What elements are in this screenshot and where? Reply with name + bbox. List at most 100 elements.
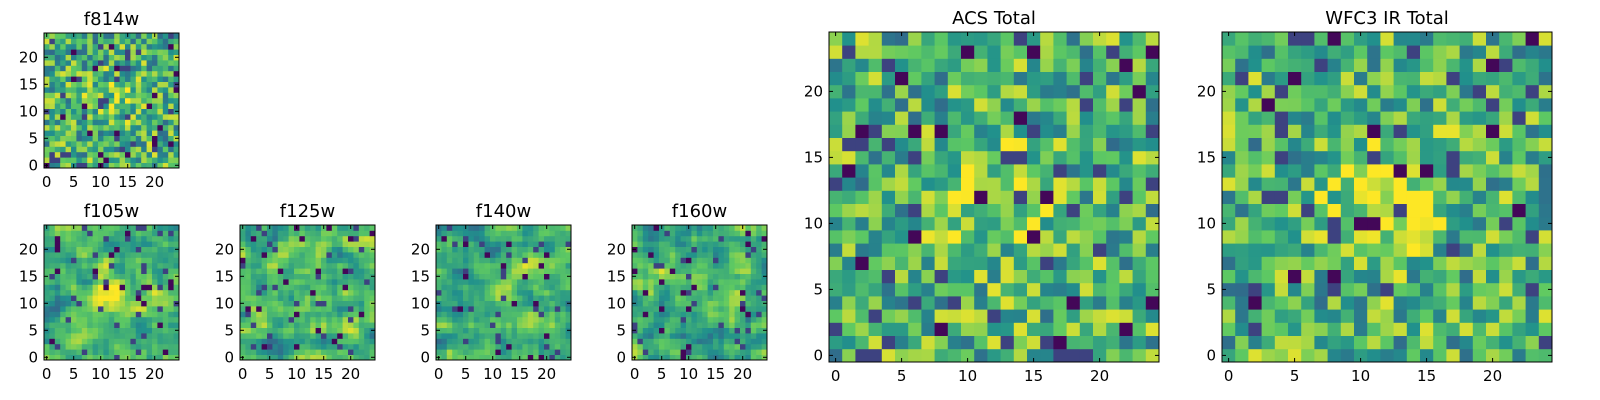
heatmap-cell: [81, 103, 88, 109]
heatmap-cell: [261, 333, 268, 339]
heatmap-cell: [256, 333, 262, 339]
heatmap-cell: [1340, 230, 1355, 244]
heatmap-cell: [441, 338, 448, 345]
heatmap-cell: [829, 71, 843, 86]
heatmap-cell: [500, 338, 507, 345]
heatmap-cell: [500, 268, 507, 274]
heatmap-cell: [1119, 137, 1133, 152]
heatmap-cell: [71, 81, 77, 88]
heatmap-cell: [331, 349, 338, 355]
heatmap-cell: [250, 262, 257, 269]
heatmap-cell: [1288, 177, 1302, 191]
heatmap-cell: [103, 257, 110, 264]
heatmap-cell: [114, 103, 120, 109]
heatmap-cell: [87, 151, 93, 158]
heatmap-cell: [740, 333, 746, 339]
heatmap-cell: [560, 225, 566, 231]
heatmap-cell: [1222, 71, 1236, 86]
heatmap-cell: [342, 262, 349, 269]
heatmap-cell: [364, 306, 370, 312]
heatmap-cell: [119, 141, 126, 147]
heatmap-cell: [468, 354, 475, 361]
heatmap-cell: [1145, 111, 1160, 125]
heatmap-cell: [664, 354, 671, 361]
heatmap-cell: [517, 241, 523, 247]
heatmap-cell: [921, 32, 935, 46]
heatmap-cell: [60, 108, 66, 115]
heatmap-cell: [463, 311, 469, 318]
heatmap-cell: [544, 279, 550, 285]
heatmap-cell: [554, 327, 561, 334]
y-tick-label: 5: [28, 322, 38, 340]
heatmap-cell: [157, 92, 164, 99]
heatmap-cell: [54, 279, 61, 285]
heatmap-cell: [868, 322, 883, 336]
heatmap-cell: [81, 146, 88, 153]
heatmap-cell: [135, 241, 142, 247]
heatmap-cell: [315, 289, 322, 296]
heatmap-cell: [506, 338, 512, 345]
heatmap-cell: [974, 309, 988, 323]
heatmap-cell: [54, 333, 61, 339]
heatmap-cell: [1301, 296, 1315, 310]
heatmap-cell: [691, 316, 698, 323]
heatmap-cell: [1472, 32, 1487, 46]
heatmap-cell: [642, 262, 649, 269]
heatmap-cell: [256, 322, 262, 328]
heatmap-cell: [60, 103, 66, 109]
heatmap-cell: [81, 43, 88, 50]
heatmap-cell: [1274, 177, 1289, 191]
heatmap-cell: [664, 295, 671, 301]
heatmap-cell: [87, 343, 93, 350]
heatmap-cell: [157, 70, 164, 77]
heatmap-cell: [1354, 32, 1368, 46]
heatmap-cell: [130, 252, 137, 258]
heatmap-cell: [60, 43, 66, 50]
heatmap-cell: [1380, 335, 1394, 350]
heatmap-cell: [921, 190, 935, 204]
heatmap-cell: [468, 225, 475, 231]
heatmap-cell: [707, 306, 714, 312]
heatmap-cell: [87, 257, 93, 264]
heatmap-cell: [702, 230, 708, 237]
heatmap-cell: [157, 235, 164, 242]
heatmap-cell: [87, 295, 93, 301]
heatmap-cell: [1274, 322, 1289, 336]
heatmap-cell: [1472, 309, 1487, 323]
heatmap-cell: [1132, 230, 1147, 244]
heatmap-cell: [1393, 309, 1408, 323]
heatmap-cell: [669, 284, 676, 291]
heatmap-cell: [713, 289, 719, 296]
heatmap-cell: [511, 257, 518, 264]
heatmap-cell: [554, 300, 561, 307]
heatmap-cell: [696, 262, 703, 269]
heatmap-cell: [294, 316, 300, 323]
heatmap-cell: [146, 354, 153, 361]
heatmap-cell: [135, 349, 142, 355]
heatmap-cell: [1538, 269, 1553, 284]
heatmap-cell: [761, 311, 768, 318]
heatmap-cell: [304, 252, 311, 258]
heatmap-cell: [49, 322, 56, 328]
heatmap-cell: [1538, 177, 1553, 191]
heatmap-cell: [168, 279, 174, 285]
heatmap-cell: [342, 289, 349, 296]
heatmap-cell: [659, 295, 665, 301]
heatmap-cell: [92, 284, 99, 291]
heatmap-cell: [369, 349, 376, 355]
heatmap-cell: [500, 300, 507, 307]
heatmap-cell: [740, 279, 746, 285]
heatmap-cell: [921, 137, 935, 152]
heatmap-cell: [632, 230, 638, 237]
heatmap-cell: [1340, 322, 1355, 336]
heatmap-cell: [664, 268, 671, 274]
heatmap-cell: [342, 279, 349, 285]
heatmap-cell: [326, 246, 333, 253]
heatmap-cell: [987, 335, 1001, 350]
heatmap-cell: [560, 273, 566, 280]
heatmap-cell: [723, 284, 730, 291]
heatmap-cell: [961, 282, 975, 297]
heatmap-cell: [642, 295, 649, 301]
heatmap-cell: [527, 284, 534, 291]
heatmap-cell: [1459, 45, 1474, 59]
